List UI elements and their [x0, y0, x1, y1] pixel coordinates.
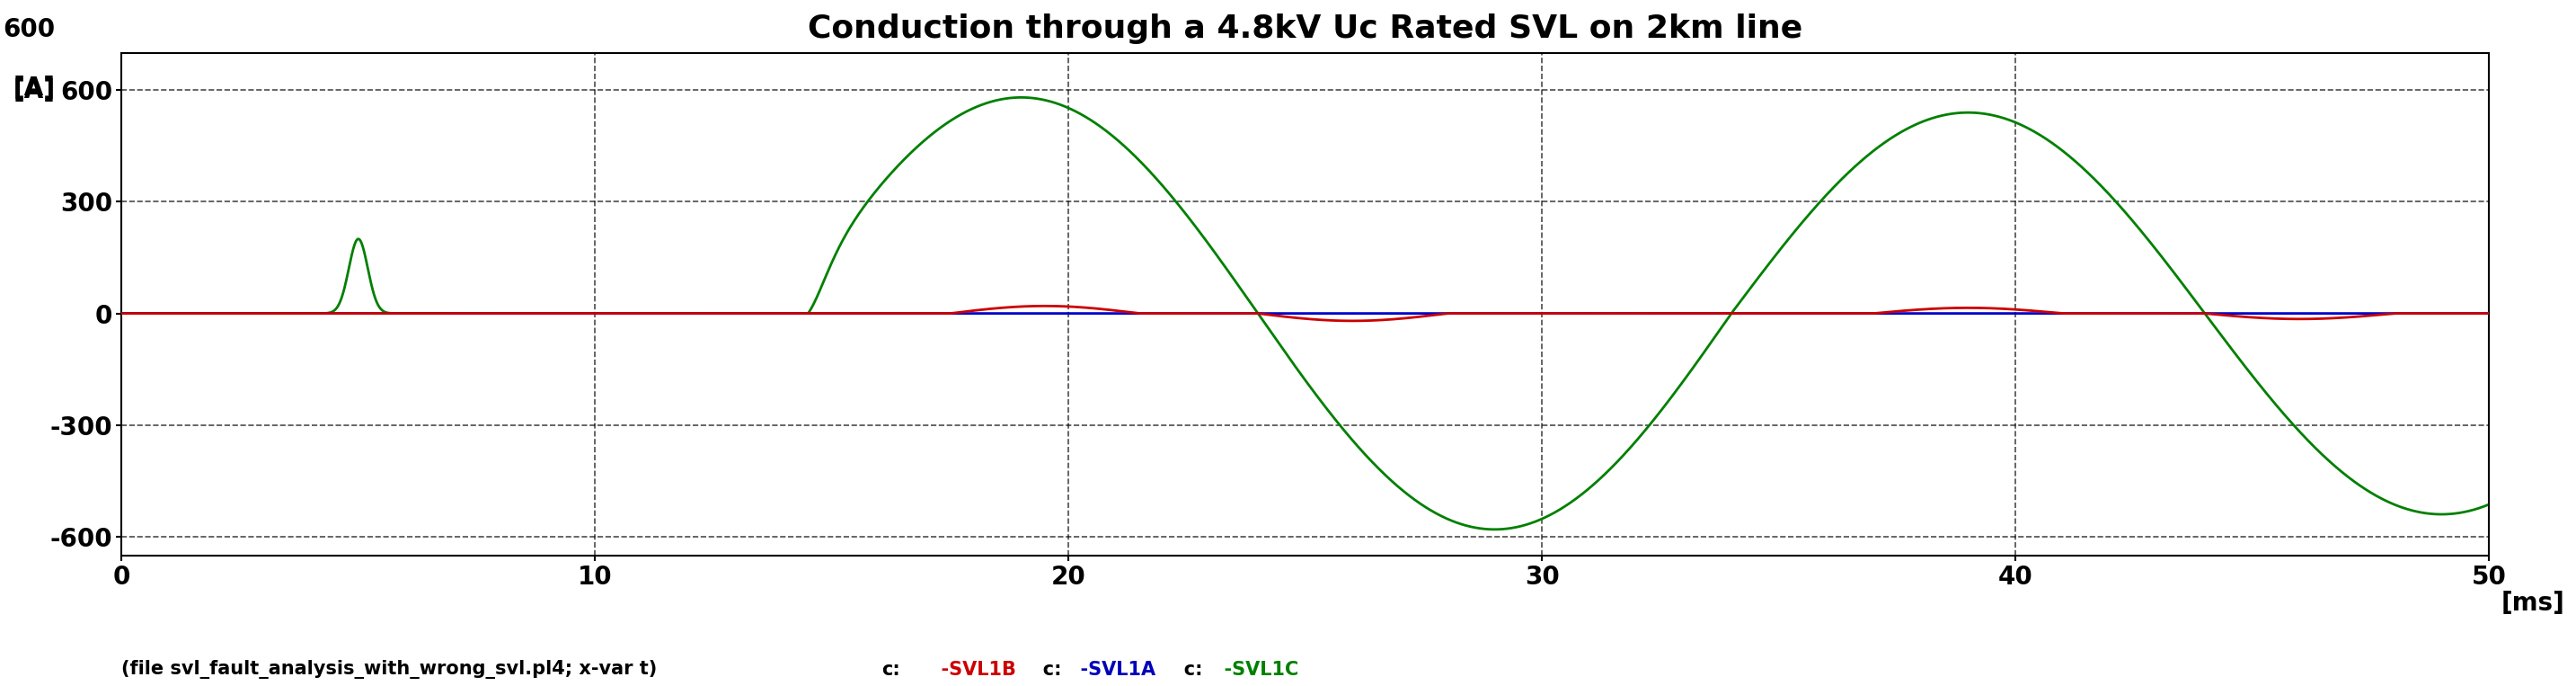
Text: [A]: [A]	[13, 75, 54, 101]
Text: -SVL1B: -SVL1B	[927, 661, 1015, 679]
Text: c:: c:	[881, 661, 899, 679]
Text: 600: 600	[3, 18, 54, 43]
Text: (file svl_fault_analysis_with_wrong_svl.pl4; x-var t): (file svl_fault_analysis_with_wrong_svl.…	[121, 660, 657, 679]
Text: -SVL1C: -SVL1C	[1211, 661, 1298, 679]
Title: Conduction through a 4.8kV Uc Rated SVL on 2km line: Conduction through a 4.8kV Uc Rated SVL …	[809, 14, 1803, 44]
Text: [ms]: [ms]	[2501, 591, 2563, 616]
Text: c:: c:	[1023, 661, 1061, 679]
Text: c:: c:	[1164, 661, 1203, 679]
Text: [A]: [A]	[13, 78, 54, 103]
Text: -SVL1A: -SVL1A	[1066, 661, 1154, 679]
